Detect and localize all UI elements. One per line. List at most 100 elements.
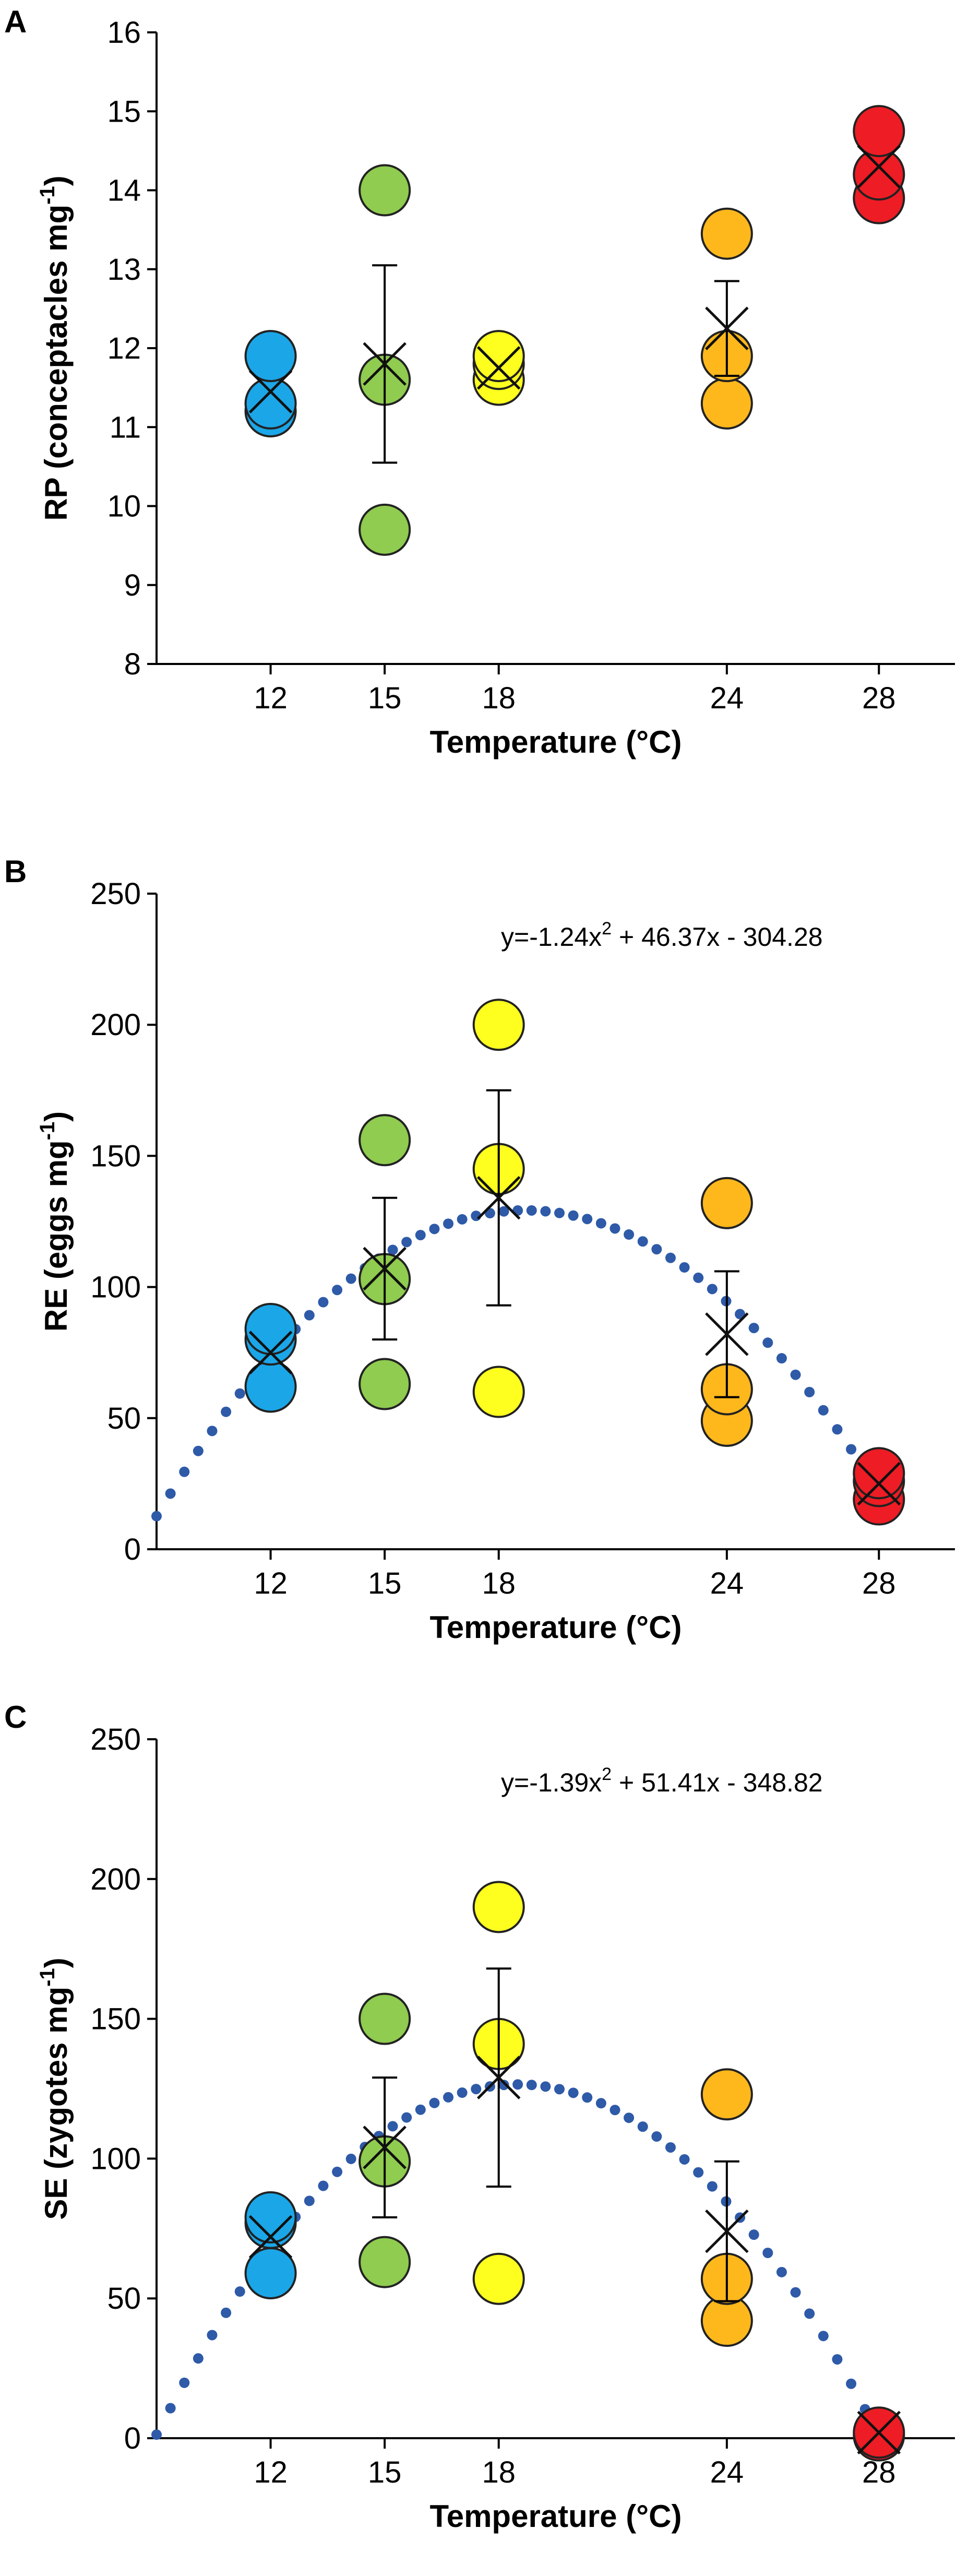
x-tick-label: 24 xyxy=(710,681,744,715)
fit-dot xyxy=(234,2286,245,2297)
fit-curve xyxy=(151,2079,885,2441)
group-12 xyxy=(244,330,297,437)
fit-dot xyxy=(818,2331,829,2342)
y-tick-label: 250 xyxy=(90,877,141,911)
fit-dot xyxy=(651,2131,662,2142)
mean-marker xyxy=(705,1312,749,1356)
fit-equation-rest: + 46.37x - 304.28 xyxy=(612,922,822,952)
fit-dot xyxy=(568,2087,579,2098)
panel-letter: B xyxy=(4,854,27,889)
fit-dot xyxy=(609,1223,620,1234)
fit-dot xyxy=(179,1466,190,1477)
x-axis-title: Temperature (°C) xyxy=(430,1610,682,1645)
fit-dot xyxy=(429,2097,440,2108)
mean-marker xyxy=(857,1462,901,1506)
fit-dot xyxy=(332,1285,343,1296)
mean-marker xyxy=(705,306,749,350)
fit-dot xyxy=(790,1369,801,1380)
y-tick-label: 9 xyxy=(124,568,141,602)
y-tick-label: 100 xyxy=(90,2142,141,2176)
x-tick-label: 15 xyxy=(368,681,402,715)
fit-dot xyxy=(846,1444,857,1455)
fit-dot xyxy=(693,1272,704,1283)
mean-marker xyxy=(476,1176,521,1220)
x-tick-label: 12 xyxy=(254,1566,288,1600)
data-point xyxy=(700,377,753,430)
mean-marker xyxy=(363,2126,407,2169)
fit-dot xyxy=(568,1210,579,1221)
fit-dot xyxy=(624,2112,635,2123)
mean-marker xyxy=(476,346,521,390)
y-tick-label: 50 xyxy=(107,2282,141,2316)
fit-dot xyxy=(540,1206,551,1217)
fit-dot xyxy=(332,2166,343,2177)
data-point xyxy=(358,1992,411,2045)
fit-dot xyxy=(304,1310,315,1321)
fit-dot xyxy=(679,2154,690,2165)
data-point xyxy=(472,2252,525,2305)
y-axis-title-superscript: -1 xyxy=(36,1122,59,1141)
fit-dot xyxy=(512,2079,523,2090)
fit-equation: y=-1.39x2 + 51.41x - 348.82 xyxy=(501,1764,823,1797)
mean-marker xyxy=(705,2209,749,2253)
y-tick-label: 16 xyxy=(107,16,141,50)
fit-equation: y=-1.24x2 + 46.37x - 304.28 xyxy=(501,919,823,952)
y-axis-title-superscript: -1 xyxy=(36,186,59,205)
data-point xyxy=(358,503,411,556)
y-axis-title-text: RE (eggs mg xyxy=(39,1140,74,1332)
fit-dot xyxy=(471,2084,482,2095)
fit-dot xyxy=(318,2180,329,2191)
y-tick-label: 200 xyxy=(90,1862,141,1896)
fit-dot xyxy=(415,1230,426,1241)
data-point xyxy=(244,330,297,383)
data-point xyxy=(472,999,525,1051)
fit-equation-superscript: 2 xyxy=(602,919,612,939)
y-axis-title-close: ) xyxy=(39,1111,74,1122)
fit-dot xyxy=(401,2112,412,2123)
mean-marker xyxy=(363,342,407,386)
fit-dot xyxy=(665,1252,676,1263)
data-point xyxy=(700,207,753,260)
fit-dot xyxy=(526,1205,537,1216)
fit-dot xyxy=(165,2403,176,2414)
fit-dot xyxy=(609,2105,620,2116)
fit-dot xyxy=(498,2080,509,2091)
fit-dot xyxy=(429,1224,440,1234)
fit-dot xyxy=(457,2087,468,2098)
y-axis-title: RE (eggs mg-1) xyxy=(36,1111,74,1332)
data-point xyxy=(358,1358,411,1410)
x-axis-title: Temperature (°C) xyxy=(430,2499,682,2534)
x-tick-label: 28 xyxy=(862,1566,896,1600)
panel-letter: C xyxy=(4,1700,27,1735)
group-15 xyxy=(358,1114,411,1410)
y-tick-label: 250 xyxy=(90,1723,141,1756)
fit-dot xyxy=(707,2181,718,2192)
fit-dot xyxy=(318,1297,329,1308)
fit-dot xyxy=(345,2153,356,2164)
fit-dot xyxy=(637,1236,648,1247)
fit-dot xyxy=(234,1388,245,1399)
mean-marker xyxy=(248,1331,293,1374)
fit-dot xyxy=(679,1262,690,1273)
fit-dot xyxy=(415,2104,426,2115)
data-point xyxy=(358,2236,411,2288)
fit-dot xyxy=(165,1488,176,1499)
group-15 xyxy=(358,164,411,556)
x-tick-label: 12 xyxy=(254,681,288,715)
fit-dot xyxy=(387,1244,398,1255)
fit-dot xyxy=(818,1405,829,1416)
fit-dot xyxy=(595,2098,606,2109)
mean-marker xyxy=(476,2056,521,2099)
y-axis-title-text: RP (conceptacles mg xyxy=(39,205,74,521)
x-tick-label: 15 xyxy=(368,1566,402,1600)
group-12 xyxy=(244,2191,297,2299)
group-24 xyxy=(700,1177,753,1447)
fit-dot xyxy=(498,1206,509,1217)
mean-marker xyxy=(248,370,293,413)
fit-dot xyxy=(762,1337,773,1348)
fit-dot xyxy=(637,2121,648,2132)
group-18 xyxy=(472,330,525,406)
fit-dot xyxy=(193,1445,204,1456)
